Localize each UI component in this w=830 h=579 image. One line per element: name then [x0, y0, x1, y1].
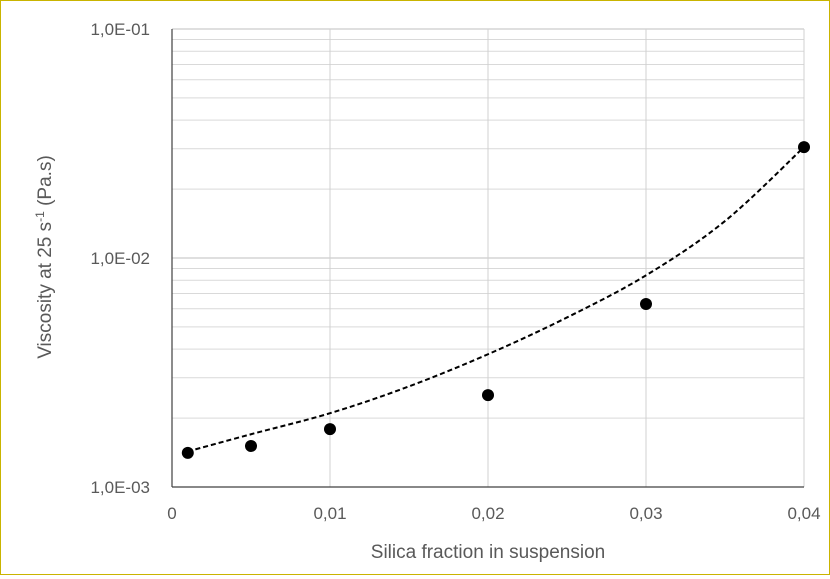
data-point	[324, 423, 336, 436]
x-tick-label: 0,04	[787, 504, 820, 523]
data-point	[798, 141, 810, 154]
data-points	[181, 141, 810, 459]
data-point	[181, 446, 194, 459]
y-tick-label: 1,0E-02	[90, 249, 150, 268]
data-point	[482, 389, 494, 402]
y-tick-label: 1,0E-03	[90, 478, 150, 497]
y-axis-title-prefix: Viscosity at 25 s	[35, 222, 56, 359]
x-tick-label: 0,01	[313, 504, 346, 523]
x-tick-label: 0,03	[629, 504, 662, 523]
data-point	[245, 440, 257, 453]
y-axis-title-suffix: (Pa.s)	[35, 155, 56, 211]
x-axis-title: Silica fraction in suspension	[371, 542, 605, 563]
trendline-group	[187, 146, 805, 453]
tick-labels: 0 0,01 0,02 0,03 0,04 1,0E-03 1,0E-02 1,0E-01	[90, 20, 820, 523]
data-point	[640, 297, 652, 310]
y-tick-label: 1,0E-01	[90, 20, 150, 39]
x-tick-label: 0,02	[471, 504, 504, 523]
grid	[171, 28, 805, 488]
trendline	[187, 146, 805, 453]
y-axis-title-superscript: -1	[33, 211, 47, 222]
y-axis-title: Viscosity at 25 s-1 (Pa.s)	[33, 155, 56, 359]
x-tick-label: 0	[167, 504, 176, 523]
